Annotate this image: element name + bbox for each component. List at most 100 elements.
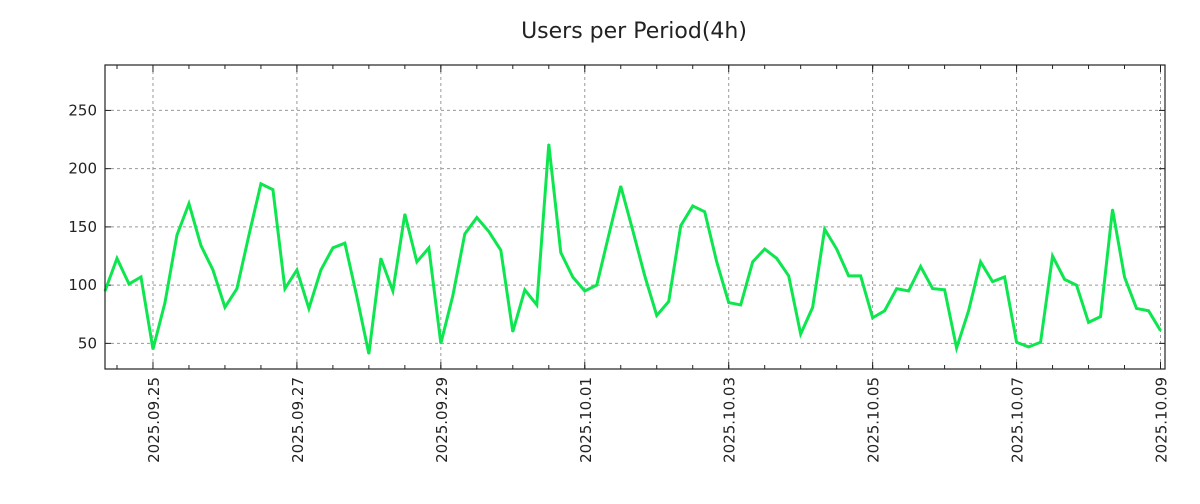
data-point	[571, 276, 574, 278]
data-point	[787, 275, 790, 277]
data-point	[152, 348, 154, 350]
data-point	[547, 143, 550, 146]
data-point	[176, 234, 178, 236]
data-point	[1075, 284, 1078, 286]
data-point	[344, 242, 346, 245]
data-point	[428, 247, 430, 249]
data-point	[667, 300, 670, 303]
data-point	[907, 290, 910, 292]
data-point	[703, 210, 706, 213]
data-point	[188, 202, 190, 205]
data-point	[559, 251, 562, 254]
data-point	[799, 333, 802, 335]
data-point	[440, 342, 442, 345]
data-point	[979, 261, 982, 263]
data-point	[1147, 309, 1150, 312]
data-point	[919, 265, 922, 268]
data-point	[128, 283, 130, 285]
data-point	[691, 205, 694, 207]
data-point	[380, 257, 382, 260]
data-point	[775, 257, 778, 260]
data-point	[272, 188, 274, 191]
data-point	[392, 290, 394, 292]
data-point	[835, 248, 838, 250]
data-point	[1027, 346, 1030, 348]
data-point	[320, 269, 322, 271]
data-point	[715, 261, 718, 263]
data-point	[524, 288, 526, 291]
data-point	[619, 185, 622, 187]
data-point	[823, 228, 826, 231]
data-point	[140, 276, 142, 278]
data-point	[643, 275, 646, 277]
chart-title: Users per Period(4h)	[521, 19, 747, 44]
series-line-users	[103, 144, 1162, 355]
data-point	[512, 330, 514, 333]
data-point	[847, 275, 850, 277]
x-tick-label: 2025.09.29	[433, 377, 451, 463]
x-tick-label: 2025.10.07	[1009, 377, 1027, 463]
data-point	[416, 261, 418, 263]
x-tick-label: 2025.10.03	[721, 377, 739, 463]
data-point	[500, 249, 502, 251]
data-point	[404, 213, 406, 215]
data-point	[943, 288, 946, 291]
x-tick-label: 2025.10.09	[1153, 377, 1171, 463]
x-tick-label: 2025.10.01	[577, 377, 595, 463]
data-point	[260, 183, 262, 185]
data-point	[871, 316, 874, 319]
data-point	[1063, 278, 1066, 281]
data-point	[296, 269, 298, 271]
data-point	[1087, 321, 1090, 324]
data-point	[655, 314, 658, 317]
y-tick-label: 200	[68, 160, 97, 178]
data-point	[1003, 276, 1006, 278]
data-point	[931, 287, 934, 290]
data-point	[308, 307, 310, 310]
data-point	[1123, 276, 1126, 278]
data-point	[763, 248, 766, 250]
data-point	[1159, 329, 1162, 332]
data-point	[248, 234, 250, 236]
x-tick-label: 2025.09.27	[289, 377, 307, 463]
x-tick-label: 2025.10.05	[865, 377, 883, 463]
data-point	[212, 269, 214, 271]
grid	[105, 65, 1165, 369]
data-point	[811, 306, 814, 309]
data-point	[368, 353, 370, 355]
data-point	[535, 304, 538, 306]
plot-frame	[104, 64, 1166, 370]
data-point	[164, 301, 166, 304]
data-point	[955, 347, 958, 349]
x-tick-label: 2025.09.25	[145, 377, 163, 463]
data-point	[967, 309, 970, 312]
y-tick-label: 250	[68, 101, 97, 119]
data-point	[991, 280, 994, 283]
data-point	[1039, 341, 1042, 344]
data-point	[859, 275, 862, 277]
series	[103, 143, 1162, 355]
data-point	[200, 244, 202, 247]
data-point	[1099, 315, 1102, 318]
data-point	[1015, 341, 1018, 344]
y-tick-label: 100	[68, 276, 97, 294]
axes: 50 100 150 200 250 2025.09.25 2025.09.27 2025.0…	[68, 65, 1171, 463]
data-point	[116, 257, 118, 260]
data-point	[895, 287, 898, 290]
data-point	[607, 234, 610, 236]
data-point	[739, 304, 742, 306]
data-point	[1051, 255, 1054, 257]
data-point	[631, 229, 634, 232]
data-point	[595, 284, 598, 286]
y-tick-label: 150	[68, 218, 97, 236]
data-point	[332, 247, 334, 249]
data-point	[284, 287, 286, 290]
data-point	[464, 233, 466, 235]
data-point	[488, 230, 490, 233]
data-point	[224, 306, 226, 309]
data-point	[583, 290, 586, 292]
data-point	[452, 294, 454, 297]
data-point	[751, 261, 754, 263]
data-point	[236, 287, 238, 290]
